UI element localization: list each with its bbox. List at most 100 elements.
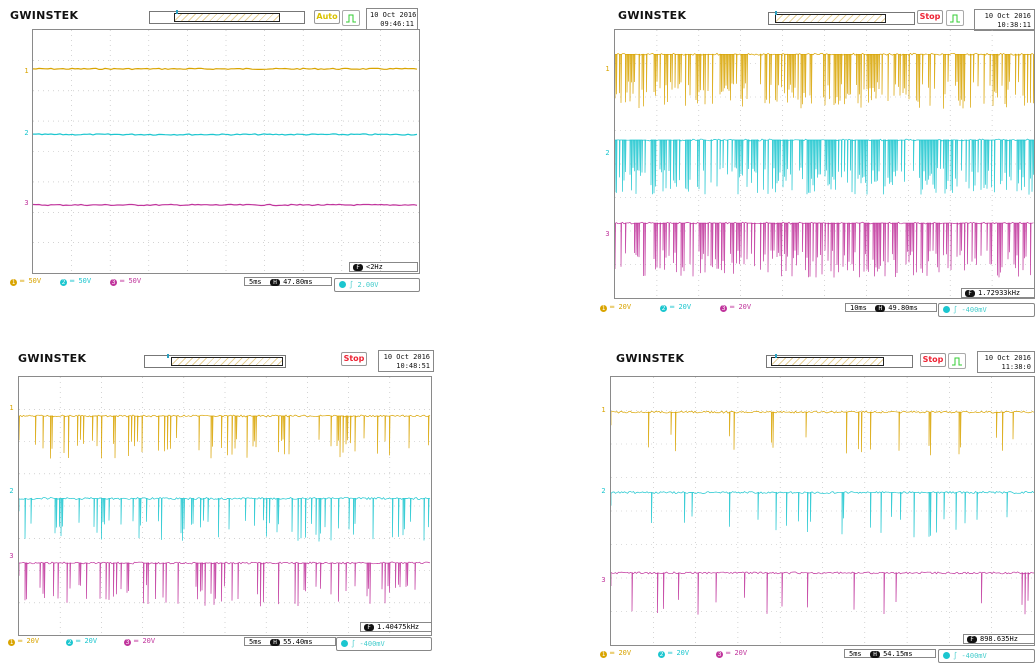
ch3-scale: 50V (128, 277, 142, 285)
freq-value: <2Hz (366, 263, 383, 271)
ch3-trace (19, 561, 431, 607)
timebase-box: 5ms H 55.40ms (244, 637, 336, 646)
ch3-scale: 20V (738, 303, 752, 311)
ch2-offset-marker[interactable]: 2 (605, 149, 610, 157)
ch3-trace (615, 221, 1034, 278)
datetime-display: 10 Oct 2016 10:48:51 (378, 350, 434, 372)
trigger-level-box: ∫ -400mV (336, 637, 432, 651)
brand-logo: GWINSTEK (10, 9, 79, 22)
freq-value: 898.635Hz (980, 635, 1018, 643)
waveform-svg (615, 30, 1034, 298)
time-text: 11:38:0 (1001, 363, 1031, 371)
brand-logo: GWINSTEK (616, 352, 685, 365)
ch1-scale: 20V (618, 303, 632, 311)
waveform-graticule (32, 29, 420, 274)
hpos-value: 54.15ms (883, 650, 913, 658)
ch3-offset-marker[interactable]: 3 (605, 230, 610, 238)
timebase-box: 5ms H 54.15ms (844, 649, 936, 658)
trigger-slope-icon: ∫ (349, 281, 354, 289)
ch1-offset-marker[interactable]: 1 (9, 404, 14, 412)
trigger-level-value: 2.00V (357, 281, 379, 289)
ch3-scale: 20V (142, 637, 156, 645)
trigger-level-box: ∫ -400mV (938, 649, 1035, 663)
hpos-badge: H (270, 639, 281, 646)
scope-screenshot-bottom-left: GWINSTEK Stop 10 Oct 2016 10:48:51 1 2 3… (4, 346, 436, 664)
acquisition-state-badge: Stop (917, 10, 943, 24)
datetime-display: 10 Oct 2016 11:38:0 (977, 351, 1035, 373)
ch2-scale: 20V (676, 649, 690, 657)
timebase-value: 5ms (849, 650, 862, 658)
time-text: 10:38:11 (997, 21, 1031, 29)
freq-value: 1.72933kHz (978, 289, 1021, 297)
ch2-scale: 20V (678, 303, 692, 311)
ch1-badge-icon: 1 (10, 279, 17, 286)
trigger-slope-icon: ∫ (953, 652, 958, 660)
trigger-level-value: -400mV (961, 652, 987, 660)
trigger-level-value: -400mV (359, 640, 385, 648)
hpos-value: 47.80ms (283, 278, 313, 286)
timebase-value: 5ms (249, 278, 262, 286)
ch2-offset-marker[interactable]: 2 (601, 487, 606, 495)
waveform-svg (19, 377, 431, 635)
ch1-scale: 20V (618, 649, 632, 657)
trigger-edge-icon (948, 353, 966, 369)
date-text: 10 Oct 2016 (370, 11, 417, 19)
ch3-badge-icon: 3 (124, 639, 131, 646)
frequency-readout: F 1.72933kHz (961, 288, 1035, 298)
ch1-offset-marker[interactable]: 1 (601, 406, 606, 414)
ch3-trace (611, 571, 1034, 615)
freq-badge: F (353, 264, 363, 271)
datetime-display: 10 Oct 2016 09:46:11 (366, 8, 418, 30)
trigger-level-box: ∫ -400mV (938, 303, 1035, 317)
acquisition-state-badge: Stop (341, 352, 367, 366)
acquisition-state-badge: Stop (920, 353, 946, 367)
trigger-source-icon (943, 306, 950, 313)
ch3-offset-marker[interactable]: 3 (24, 199, 29, 207)
trigger-source-icon (339, 281, 346, 288)
ch1-trace (615, 52, 1034, 109)
brand-logo: GWINSTEK (18, 352, 87, 365)
waveform-svg (33, 30, 419, 273)
datetime-display: 10 Oct 2016 10:38:11 (974, 9, 1035, 31)
status-bar: 1 ═ 20V 2 ═ 20V 3 ═ 20V 5ms H 55.40ms (8, 637, 436, 646)
status-bar: 1 ═ 20V 2 ═ 20V 3 ═ 20V 10ms H 49.80ms (600, 303, 1035, 312)
ch3-badge-icon: 3 (720, 305, 727, 312)
waveform-graticule (18, 376, 432, 636)
hpos-badge: H (270, 279, 281, 286)
scope-screenshot-top-left: GWINSTEK Auto 10 Oct 2016 09:46:11 1 2 3… (6, 6, 426, 302)
ch2-offset-marker[interactable]: 2 (24, 129, 29, 137)
trigger-source-icon (943, 652, 950, 659)
ch3-offset-marker[interactable]: 3 (601, 576, 606, 584)
trigger-edge-icon (342, 10, 360, 26)
ch2-badge-icon: 2 (60, 279, 67, 286)
date-text: 10 Oct 2016 (984, 12, 1031, 20)
trigger-source-icon (341, 640, 348, 647)
time-text: 09:46:11 (380, 20, 414, 28)
timebase-box: 10ms H 49.80ms (845, 303, 937, 312)
ch1-badge-icon: 1 (600, 651, 607, 658)
timebase-value: 5ms (249, 638, 262, 646)
ch2-badge-icon: 2 (660, 305, 667, 312)
timebase-box: 5ms H 47.80ms (244, 277, 332, 286)
trigger-position-bar (766, 354, 913, 368)
trigger-edge-icon (946, 10, 964, 26)
ch1-scale: 50V (28, 277, 42, 285)
trigger-slope-icon: ∫ (953, 306, 958, 314)
ch1-offset-marker[interactable]: 1 (24, 67, 29, 75)
frequency-readout: F 1.40475kHz (360, 622, 432, 632)
ch1-offset-marker[interactable]: 1 (605, 65, 610, 73)
status-bar: 1 ═ 50V 2 ═ 50V 3 ═ 50V 5ms H 47.80ms (10, 277, 420, 286)
date-text: 10 Oct 2016 (984, 354, 1031, 362)
ch2-offset-marker[interactable]: 2 (9, 487, 14, 495)
ch2-trace (19, 497, 431, 542)
freq-badge: F (965, 290, 975, 297)
timebase-value: 10ms (850, 304, 867, 312)
hpos-badge: H (875, 305, 886, 312)
ch2-scale: 50V (78, 277, 92, 285)
ch3-badge-icon: 3 (110, 279, 117, 286)
freq-badge: F (364, 624, 374, 631)
ch1-trace (19, 414, 431, 459)
ch3-offset-marker[interactable]: 3 (9, 552, 14, 560)
ch2-trace (611, 490, 1034, 538)
hpos-badge: H (870, 651, 881, 658)
